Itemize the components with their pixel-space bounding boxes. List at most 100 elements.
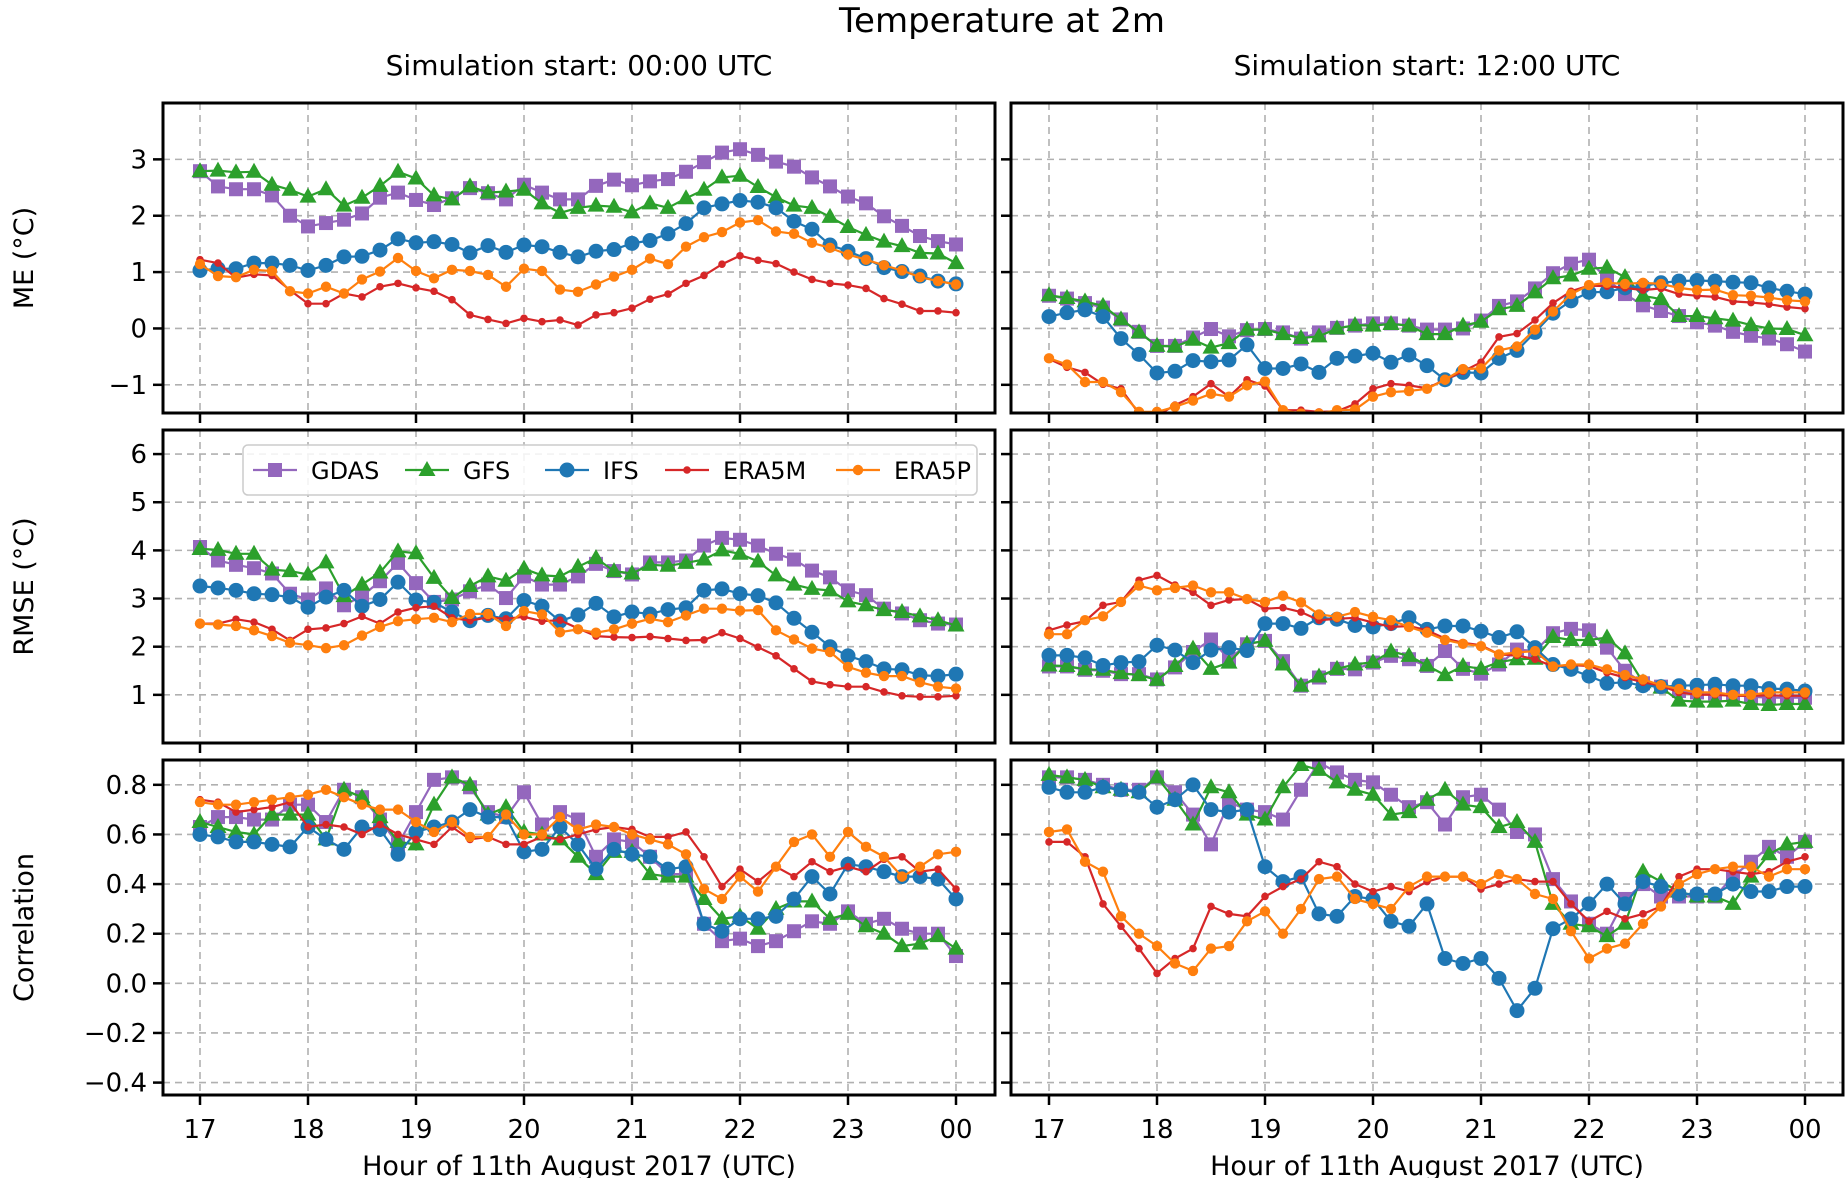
marker-gfs: [245, 544, 263, 560]
marker-era5p: [1295, 597, 1307, 608]
marker-era5m: [826, 867, 834, 876]
marker-era5p: [860, 667, 872, 678]
marker-gfs: [1760, 845, 1778, 861]
marker-era5m: [880, 294, 888, 303]
marker-era5p: [1133, 928, 1145, 939]
x-tick-label: 21: [615, 1115, 648, 1145]
marker-ifs: [1041, 309, 1057, 325]
marker-era5p: [1313, 873, 1325, 885]
marker-era5p: [1313, 609, 1325, 620]
marker-era5m: [1135, 944, 1143, 953]
marker-era5p: [1187, 965, 1199, 977]
marker-gfs: [1796, 326, 1814, 342]
marker-era5p: [1439, 871, 1451, 882]
marker-era5m: [952, 692, 960, 700]
marker-gfs: [209, 540, 227, 556]
marker-gfs: [1382, 314, 1400, 330]
marker-gfs: [857, 225, 875, 241]
plot-frame: [161, 428, 997, 745]
marker-era5p: [896, 670, 908, 682]
marker-gdas: [769, 154, 783, 169]
marker-ifs: [1473, 623, 1489, 639]
marker-era5p: [842, 826, 854, 838]
marker-gfs: [1058, 656, 1076, 672]
marker-gfs: [1058, 289, 1076, 305]
marker-gfs: [785, 196, 803, 212]
marker-ifs: [1689, 886, 1705, 902]
marker-era5p: [770, 861, 782, 872]
marker-ifs: [588, 595, 604, 611]
marker-era5p: [896, 871, 908, 882]
marker-era5m: [664, 833, 672, 841]
marker-ifs: [390, 846, 406, 862]
marker-ifs: [1275, 616, 1291, 632]
marker-era5m: [1207, 601, 1215, 610]
marker-ifs: [1581, 896, 1597, 912]
marker-ifs: [1329, 908, 1345, 924]
marker-era5p: [608, 624, 620, 635]
marker-era5p: [302, 640, 314, 651]
marker-era5m: [1279, 603, 1287, 612]
marker-era5p: [770, 226, 782, 237]
marker-era5p: [194, 618, 206, 629]
marker-gfs: [407, 544, 425, 560]
y-tick-label: 4: [130, 536, 147, 566]
marker-gfs: [749, 177, 767, 193]
marker-gfs: [893, 603, 911, 619]
marker-era5p: [194, 796, 206, 808]
marker-gfs: [389, 832, 407, 848]
marker-era5m: [934, 692, 942, 701]
marker-ifs: [696, 916, 712, 932]
marker-era5m: [1297, 875, 1305, 883]
marker-era5m: [358, 293, 366, 301]
marker-era5m: [268, 803, 276, 811]
marker-era5p: [518, 829, 530, 840]
marker-gdas: [877, 209, 891, 224]
marker-gfs: [1796, 832, 1814, 848]
marker-era5m: [250, 618, 258, 626]
marker-era5p: [248, 625, 260, 636]
marker-gdas: [1798, 344, 1812, 359]
marker-era5p: [752, 886, 764, 897]
marker-era5p: [1187, 395, 1199, 406]
marker-era5p: [1475, 363, 1487, 374]
marker-gfs: [1490, 300, 1508, 316]
marker-era5m: [1261, 892, 1269, 901]
marker-ifs: [1455, 618, 1471, 634]
marker-era5m: [1045, 838, 1053, 846]
marker-era5m: [1531, 655, 1539, 664]
marker-era5p: [536, 829, 548, 840]
marker-era5p: [716, 603, 728, 614]
marker-era5m: [1585, 917, 1593, 926]
marker-era5m: [844, 682, 852, 691]
series-ifs: [1041, 777, 1813, 1019]
marker-era5p: [518, 605, 530, 617]
marker-era5p: [716, 893, 728, 905]
marker-era5p: [1367, 611, 1379, 623]
marker-gdas: [535, 185, 549, 200]
marker-gfs: [929, 611, 947, 627]
marker-era5m: [790, 872, 798, 881]
marker-era5m: [250, 805, 258, 814]
marker-era5p: [1115, 911, 1127, 922]
plot-background: [1011, 760, 1843, 1095]
marker-era5p: [1421, 383, 1433, 394]
marker-gfs: [1490, 653, 1508, 669]
marker-era5m: [1801, 852, 1809, 861]
marker-ifs: [1095, 657, 1111, 673]
marker-gfs: [767, 566, 785, 582]
marker-ifs: [1167, 792, 1183, 808]
marker-era5p: [194, 259, 206, 270]
marker-gfs: [947, 616, 965, 632]
marker-ifs: [246, 586, 262, 602]
marker-era5p: [644, 834, 656, 845]
marker-gdas: [805, 563, 819, 578]
marker-gfs: [1508, 813, 1526, 829]
marker-ifs: [1383, 913, 1399, 929]
marker-era5p: [1691, 868, 1703, 880]
marker-era5p: [1493, 868, 1505, 880]
marker-era5m: [1531, 877, 1539, 886]
marker-era5p: [1547, 893, 1559, 905]
marker-era5m: [683, 466, 691, 474]
